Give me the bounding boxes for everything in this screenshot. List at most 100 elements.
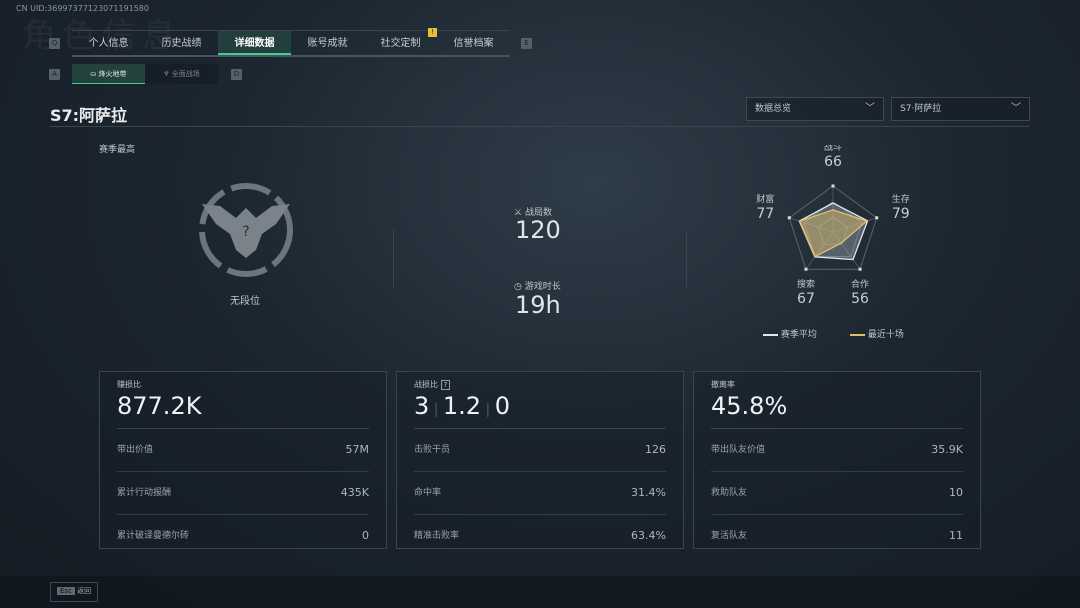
rank-value: 无段位	[230, 296, 260, 307]
next-tab-key[interactable]: E	[521, 38, 532, 49]
radar-grid	[803, 201, 863, 258]
playtime-label: ◷ 游戏时长	[514, 279, 561, 292]
radar-axis-label: 财富	[756, 193, 774, 205]
esc-key: Esc	[57, 587, 75, 595]
crossed-swords-icon: ⚔	[514, 208, 525, 218]
clock-icon: ◷	[514, 282, 525, 292]
card-title: 战损比 ?	[414, 379, 666, 390]
radar-vertex	[787, 216, 791, 220]
rank-emblem-icon: ?	[199, 183, 293, 277]
warfare-icon: ♆	[163, 70, 172, 78]
prev-tab-key[interactable]: Q	[49, 38, 60, 49]
stat-row: 命中率 31.4%	[414, 472, 666, 515]
chevron-down-icon: ﹀	[1011, 103, 1021, 114]
radar-series-0	[798, 202, 869, 261]
stat-value: 35.9K	[931, 443, 963, 456]
divider	[686, 230, 687, 288]
svg-text:?: ?	[242, 224, 249, 240]
profit-card: 赚损比 877.2K 带出价值 57M 累计行动报酬 435K 累计破译曼德尔砖 0	[99, 371, 387, 549]
legend-swatch	[763, 333, 778, 336]
stat-label: 命中率	[414, 488, 442, 498]
kd-value-3: 0	[494, 392, 510, 420]
legend-season-average: 赛季平均	[763, 327, 817, 340]
legend-label: 最近十场	[867, 330, 904, 340]
stat-row: 累计破译曼德尔砖 0	[117, 515, 369, 558]
tab-credit[interactable]: 信誉档案	[453, 38, 494, 49]
legend-swatch	[850, 333, 865, 336]
help-icon[interactable]: ?	[440, 380, 451, 390]
radar-axis-value: 79	[892, 206, 910, 222]
card-title: 撤离率	[711, 380, 735, 389]
radar-axis-value: 67	[797, 291, 815, 307]
card-title-text: 战损比	[414, 380, 438, 389]
stat-label: 带出队友价值	[711, 445, 766, 455]
card-value: 45.8%	[711, 392, 963, 429]
tab-personal-info[interactable]: 个人信息	[88, 38, 129, 49]
season-dropdown[interactable]: S7·阿萨拉 ﹀	[891, 97, 1030, 121]
kd-card: 战损比 ? 3 | 1.2 | 0 击败干员 126 命中率 31.4% 精准击败率…	[396, 371, 684, 549]
subtab-label: 全面战场	[171, 70, 200, 78]
radar-axis-label: 战斗	[824, 145, 842, 153]
radar-axis-value: 56	[851, 291, 869, 307]
tab-detailed-data[interactable]: 详细数据	[218, 31, 291, 55]
extraction-icon: ⛀	[90, 70, 99, 78]
dropdown-value: 数据总览	[755, 104, 792, 114]
stat-row: 累计行动报酬 435K	[117, 472, 369, 515]
subtab-warfare[interactable]: ♆ 全面战场	[145, 64, 218, 84]
stat-row: 带出价值 57M	[117, 429, 369, 472]
stat-value: 31.4%	[631, 486, 666, 499]
uid-text: CN UID:369973771230711915​80	[16, 4, 149, 13]
footer-bar	[0, 576, 1080, 608]
stat-row: 精准击败率 63.4%	[414, 515, 666, 558]
watermark-title: 角色信息	[22, 16, 182, 56]
radar-vertex	[875, 216, 879, 220]
stat-value: 11	[949, 529, 963, 542]
radar-axis-label: 合作	[851, 278, 869, 290]
stat-value: 0	[362, 529, 369, 542]
tab-social[interactable]: 社交定制	[380, 38, 421, 49]
extraction-card: 撤离率 45.8% 带出队友价值 35.9K 救助队友 10 复活队友 11	[693, 371, 981, 549]
playtime-value: 19h	[515, 291, 561, 319]
back-button[interactable]: Esc 返回	[50, 582, 99, 602]
tab-history[interactable]: 历史战绩	[161, 38, 202, 49]
radar-spoke	[789, 217, 834, 233]
card-value: 3 | 1.2 | 0	[414, 392, 666, 429]
matches-value: 120	[515, 216, 561, 244]
tab-achievements[interactable]: 账号成就	[307, 38, 348, 49]
stat-label: 累计行动报酬	[117, 488, 172, 498]
rank-label: 赛季最高	[99, 145, 136, 155]
chevron-down-icon: ﹀	[865, 103, 875, 114]
stat-row: 带出队友价值 35.9K	[711, 429, 963, 472]
stat-row: 救助队友 10	[711, 472, 963, 515]
radar-spoke	[832, 231, 861, 270]
divider	[50, 126, 1030, 127]
card-title: 赚损比	[117, 380, 141, 389]
data-type-dropdown[interactable]: 数据总览 ﹀	[746, 97, 884, 121]
stat-label: 带出价值	[117, 445, 154, 455]
stat-row: 击败干员 126	[414, 429, 666, 472]
divider	[393, 230, 394, 288]
stat-label: 累计破译曼德尔砖	[117, 531, 190, 541]
main-tabs: 个人信息 历史战绩 详细数据 账号成就 社交定制 信誉档案	[72, 30, 510, 57]
stat-label: 复活队友	[711, 531, 748, 541]
kd-value-2: 1.2	[442, 392, 482, 420]
stat-value: 435K	[340, 486, 369, 499]
stat-value: 126	[645, 443, 666, 456]
subtab-extraction[interactable]: ⛀ 烽火地带	[72, 64, 145, 84]
dropdown-value: S7·阿萨拉	[900, 104, 942, 114]
prev-subtab-key[interactable]: A	[49, 69, 60, 80]
season-title: S7:阿萨拉	[50, 106, 128, 125]
legend-recent-ten: 最近十场	[850, 327, 904, 340]
sub-tabs: ⛀ 烽火地带 ♆ 全面战场	[72, 64, 218, 84]
notification-badge: !	[428, 28, 437, 37]
stat-label: 救助队友	[711, 488, 748, 498]
kd-value-1: 3	[414, 392, 430, 420]
matches-label-text: 战局数	[524, 208, 552, 218]
stat-value: 57M	[345, 443, 370, 456]
stat-label: 击败干员	[414, 445, 451, 455]
stat-row: 复活队友 11	[711, 515, 963, 558]
radar-vertex	[858, 267, 862, 271]
next-subtab-key[interactable]: D	[231, 69, 242, 80]
subtab-label: 烽火地带	[98, 70, 127, 78]
